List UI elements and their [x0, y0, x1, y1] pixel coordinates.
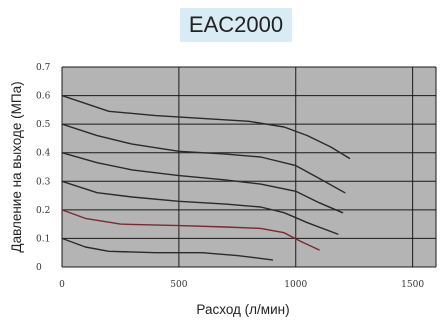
plot-area — [62, 67, 436, 267]
series-line-0 — [61, 94, 351, 160]
x-axis-label: Расход (л/мин) — [196, 302, 289, 317]
chart-title-text: EAC2000 — [188, 12, 284, 37]
grid-lines — [61, 66, 437, 268]
y-tick-label-1: 0.1 — [36, 234, 50, 244]
y-tick-label-5: 0.5 — [36, 120, 51, 130]
y-tick-label-2: 0.2 — [36, 206, 50, 216]
series-line-3 — [61, 180, 339, 235]
y-axis-label: Давление на выходе (МПа) — [9, 81, 24, 252]
y-tick-label-4: 0.4 — [36, 149, 51, 159]
y-tick-label-3: 0.3 — [36, 177, 51, 187]
series-layer — [61, 94, 351, 261]
x-tick-label-3: 1500 — [401, 280, 424, 290]
y-tick-label-6: 0.6 — [36, 92, 51, 102]
series-line-4 — [61, 209, 320, 251]
series-line-2 — [61, 151, 344, 214]
y-tick-label-7: 0.7 — [36, 63, 51, 73]
series-line-5 — [61, 237, 274, 261]
x-tick-label-1: 500 — [170, 280, 187, 290]
x-tick-label-0: 0 — [59, 280, 65, 290]
y-tick-label-0: 0 — [36, 263, 42, 273]
x-tick-label-2: 1000 — [284, 280, 307, 290]
chart-title: EAC2000 — [180, 8, 292, 42]
series-line-1 — [61, 123, 346, 194]
x-tick-labels: 0 500 1000 1500 — [59, 280, 424, 290]
y-tick-labels: 0 0.1 0.2 0.3 0.4 0.5 0.6 0.7 — [36, 63, 51, 273]
